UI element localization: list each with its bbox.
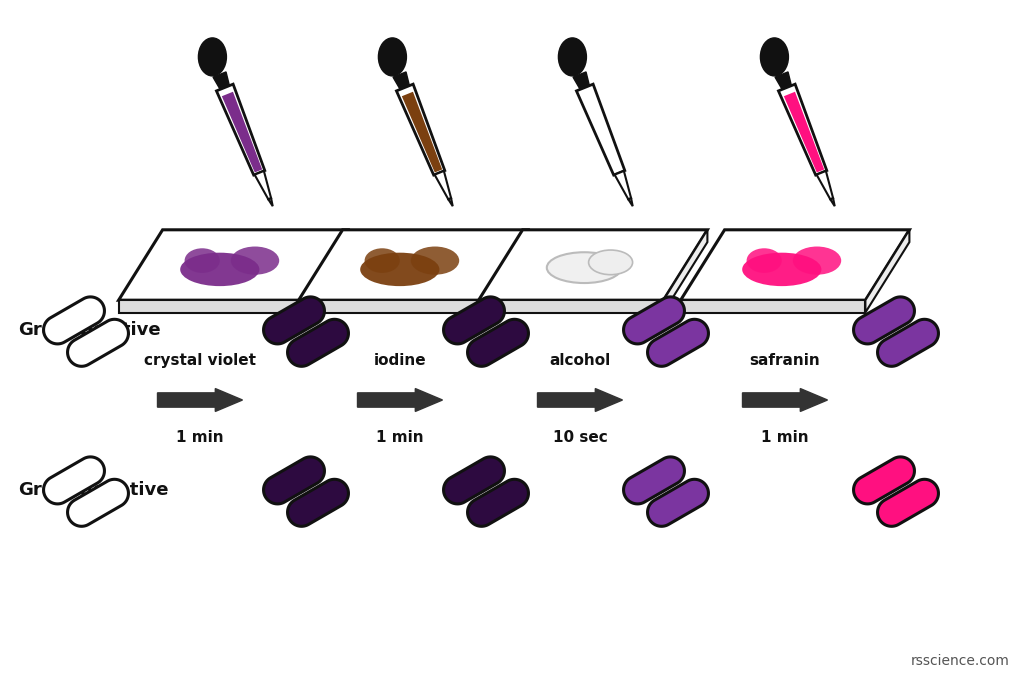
Ellipse shape: [746, 248, 781, 273]
Text: safranin: safranin: [750, 353, 820, 368]
Polygon shape: [854, 297, 914, 344]
Polygon shape: [222, 92, 262, 173]
Polygon shape: [268, 199, 272, 206]
Polygon shape: [681, 230, 909, 300]
Polygon shape: [303, 230, 347, 312]
Polygon shape: [401, 92, 442, 173]
Polygon shape: [878, 319, 938, 366]
Text: 1 min: 1 min: [376, 430, 424, 445]
Polygon shape: [299, 300, 483, 312]
Polygon shape: [577, 84, 625, 175]
FancyArrow shape: [538, 389, 623, 412]
Text: 10 sec: 10 sec: [553, 430, 607, 445]
Text: 1 min: 1 min: [761, 430, 809, 445]
Text: Gram-positive: Gram-positive: [18, 321, 161, 339]
Polygon shape: [681, 300, 865, 312]
Ellipse shape: [742, 252, 821, 286]
Polygon shape: [44, 297, 104, 344]
Polygon shape: [119, 230, 347, 300]
FancyArrow shape: [158, 389, 243, 412]
Polygon shape: [878, 480, 938, 526]
Ellipse shape: [184, 248, 220, 273]
Ellipse shape: [180, 252, 259, 286]
Polygon shape: [483, 230, 527, 312]
Polygon shape: [288, 480, 348, 526]
Ellipse shape: [761, 38, 788, 76]
Polygon shape: [664, 230, 708, 312]
Polygon shape: [854, 457, 914, 504]
Polygon shape: [263, 457, 325, 504]
Polygon shape: [468, 319, 528, 366]
Ellipse shape: [558, 38, 587, 76]
Polygon shape: [443, 297, 505, 344]
Text: 1 min: 1 min: [176, 430, 224, 445]
Polygon shape: [647, 319, 709, 366]
Polygon shape: [443, 457, 505, 504]
Ellipse shape: [589, 250, 633, 275]
Ellipse shape: [230, 247, 280, 275]
Text: Gram-negative: Gram-negative: [18, 481, 169, 499]
Polygon shape: [865, 230, 909, 312]
Polygon shape: [393, 72, 410, 89]
FancyArrow shape: [742, 389, 827, 412]
Polygon shape: [119, 300, 303, 312]
Polygon shape: [783, 92, 824, 173]
Text: crystal violet: crystal violet: [144, 353, 256, 368]
Text: alcohol: alcohol: [549, 353, 610, 368]
Polygon shape: [263, 297, 325, 344]
Text: iodine: iodine: [374, 353, 426, 368]
Polygon shape: [647, 480, 709, 526]
Polygon shape: [288, 319, 348, 366]
Text: rsscience.com: rsscience.com: [911, 654, 1010, 668]
Ellipse shape: [547, 252, 622, 283]
Polygon shape: [778, 84, 826, 175]
Polygon shape: [449, 199, 453, 206]
Polygon shape: [434, 171, 452, 199]
Ellipse shape: [360, 252, 439, 286]
Polygon shape: [624, 457, 684, 504]
Polygon shape: [468, 480, 528, 526]
Polygon shape: [255, 171, 271, 199]
Polygon shape: [624, 297, 684, 344]
Polygon shape: [299, 230, 527, 300]
Polygon shape: [830, 199, 835, 206]
Polygon shape: [573, 72, 590, 89]
Ellipse shape: [379, 38, 407, 76]
Polygon shape: [216, 84, 265, 175]
Polygon shape: [478, 300, 664, 312]
Polygon shape: [68, 480, 128, 526]
Polygon shape: [775, 72, 792, 89]
Polygon shape: [614, 171, 631, 199]
Polygon shape: [396, 84, 444, 175]
Polygon shape: [816, 171, 834, 199]
Ellipse shape: [793, 247, 841, 275]
Polygon shape: [44, 457, 104, 504]
Polygon shape: [478, 230, 708, 300]
Polygon shape: [213, 72, 229, 89]
FancyArrow shape: [357, 389, 442, 412]
Polygon shape: [629, 199, 633, 206]
Ellipse shape: [365, 248, 399, 273]
Ellipse shape: [411, 247, 459, 275]
Polygon shape: [68, 319, 128, 366]
Ellipse shape: [199, 38, 226, 76]
